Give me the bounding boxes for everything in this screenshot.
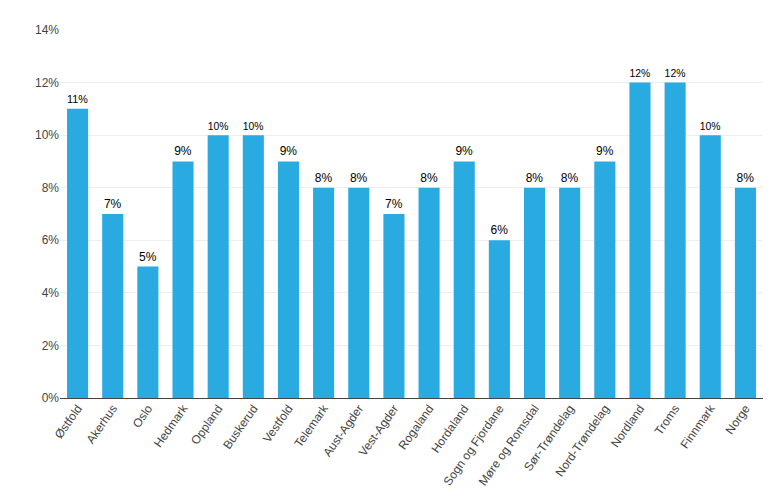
svg-text:0%: 0% [42, 391, 60, 405]
svg-text:Østfold: Østfold [52, 402, 85, 441]
svg-text:Oslo: Oslo [130, 402, 156, 431]
svg-text:Buskerud: Buskerud [220, 402, 261, 452]
svg-text:Rogaland: Rogaland [396, 402, 437, 452]
svg-text:8%: 8% [315, 171, 333, 185]
svg-text:9%: 9% [280, 144, 298, 158]
svg-text:Hedmark: Hedmark [151, 401, 191, 450]
svg-text:2%: 2% [42, 339, 60, 353]
svg-text:7%: 7% [104, 197, 122, 211]
svg-text:8%: 8% [737, 171, 755, 185]
svg-text:5%: 5% [139, 250, 157, 264]
svg-text:Sogn og Fjordane: Sogn og Fjordane [441, 402, 507, 488]
svg-text:Nordland: Nordland [608, 402, 647, 450]
svg-text:Oppland: Oppland [188, 402, 225, 447]
svg-text:Troms: Troms [652, 402, 683, 438]
svg-text:Aust-Agder: Aust-Agder [320, 402, 366, 459]
svg-text:9%: 9% [174, 144, 192, 158]
svg-text:10%: 10% [35, 128, 59, 142]
svg-text:Telemark: Telemark [292, 401, 332, 450]
svg-text:Vestfold: Vestfold [260, 402, 296, 445]
svg-text:12%: 12% [665, 68, 686, 79]
svg-text:Nord-Trøndelag: Nord-Trøndelag [552, 402, 612, 479]
svg-text:10%: 10% [700, 121, 721, 132]
svg-text:Akerhus: Akerhus [83, 402, 120, 446]
svg-text:4%: 4% [42, 286, 60, 300]
svg-text:14%: 14% [35, 23, 59, 37]
svg-text:9%: 9% [455, 144, 473, 158]
svg-text:12%: 12% [35, 76, 59, 90]
svg-text:Sør-Trøndelag: Sør-Trøndelag [521, 402, 577, 474]
svg-text:Møre og Romsdal: Møre og Romsdal [476, 402, 542, 488]
svg-text:8%: 8% [526, 171, 544, 185]
svg-text:6%: 6% [491, 223, 509, 237]
svg-text:8%: 8% [350, 171, 368, 185]
svg-text:8%: 8% [42, 181, 60, 195]
svg-text:Finnmark: Finnmark [677, 401, 718, 451]
svg-text:8%: 8% [561, 171, 579, 185]
svg-text:12%: 12% [629, 68, 650, 79]
svg-text:Hordaland: Hordaland [428, 402, 471, 455]
svg-text:Vest-Agder: Vest-Agder [356, 402, 402, 459]
svg-text:7%: 7% [385, 197, 403, 211]
svg-text:8%: 8% [420, 171, 438, 185]
svg-text:Norge: Norge [723, 402, 753, 437]
svg-text:10%: 10% [208, 121, 229, 132]
svg-text:6%: 6% [42, 233, 60, 247]
svg-text:10%: 10% [243, 121, 264, 132]
svg-text:11%: 11% [67, 93, 88, 105]
svg-text:9%: 9% [596, 144, 614, 158]
